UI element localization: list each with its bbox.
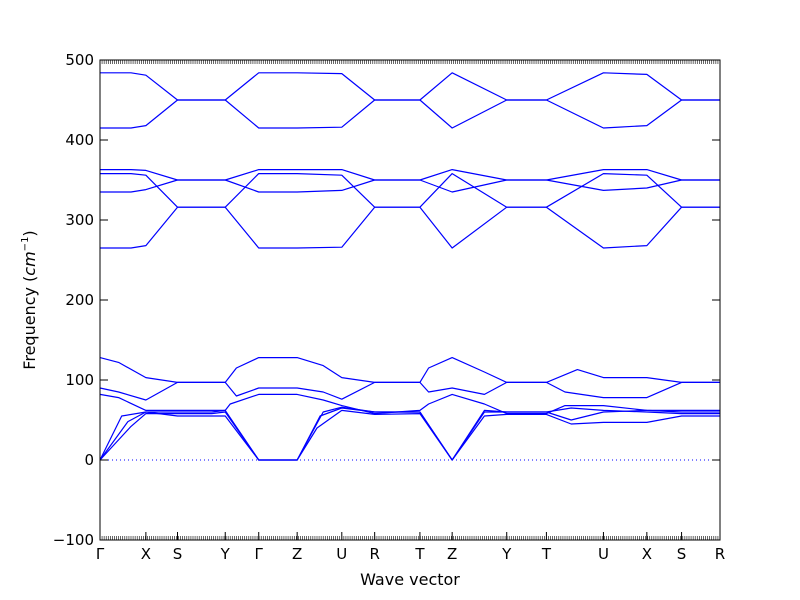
y-axis-title-unit: cm <box>20 251 39 275</box>
band-line-5 <box>99 381 720 401</box>
x-tick-label: U <box>336 545 347 563</box>
x-tick-label: R <box>715 545 725 563</box>
y-tick-label: −100 <box>53 531 94 549</box>
band-line-3 <box>99 406 720 461</box>
band-line-7 <box>100 206 720 249</box>
x-tick-label: T <box>414 545 425 563</box>
plot-frame <box>99 59 721 541</box>
y-tick-label: 100 <box>65 371 94 389</box>
y-tick-label: 300 <box>65 211 94 229</box>
x-tick-label: Z <box>447 545 457 563</box>
y-axis-title-prefix: Frequency ( <box>20 276 39 370</box>
band-line-4 <box>99 393 720 415</box>
x-tick-label: T <box>541 545 552 563</box>
y-axis-title-suffix: ) <box>20 230 39 236</box>
plot-area: Γ X S Y Γ Z U R T Z Y T U X S R −100 0 100 200 300 400 500 <box>53 51 725 563</box>
band-line-1 <box>99 409 720 461</box>
y-tick-label: 500 <box>65 51 94 69</box>
x-tick-label: Y <box>220 545 231 563</box>
x-tick-label: Z <box>292 545 302 563</box>
band-line-10 <box>100 169 720 181</box>
band-line-9 <box>100 173 720 208</box>
x-tick-label: U <box>598 545 609 563</box>
x-tick-label: R <box>369 545 379 563</box>
x-tick-label: Γ <box>255 545 264 563</box>
band-line-6 <box>99 357 720 383</box>
y-axis-title: Frequency (cm−1) <box>20 230 39 369</box>
x-axis-title: Wave vector <box>360 570 460 589</box>
y-tick-label: 200 <box>65 291 94 309</box>
x-tick-label: Y <box>501 545 512 563</box>
band-line-11 <box>100 99 720 129</box>
x-tick-label: X <box>141 545 151 563</box>
x-tick-label: S <box>173 545 183 563</box>
y-tick-label: 0 <box>84 451 94 469</box>
x-tick-label: X <box>642 545 652 563</box>
x-tick-label: S <box>677 545 687 563</box>
y-axis-title-exponent: −1 <box>20 237 31 252</box>
band-line-12 <box>100 72 720 101</box>
x-tick-label: Γ <box>96 545 105 563</box>
band-line-8 <box>100 179 720 193</box>
y-tick-label: 400 <box>65 131 94 149</box>
